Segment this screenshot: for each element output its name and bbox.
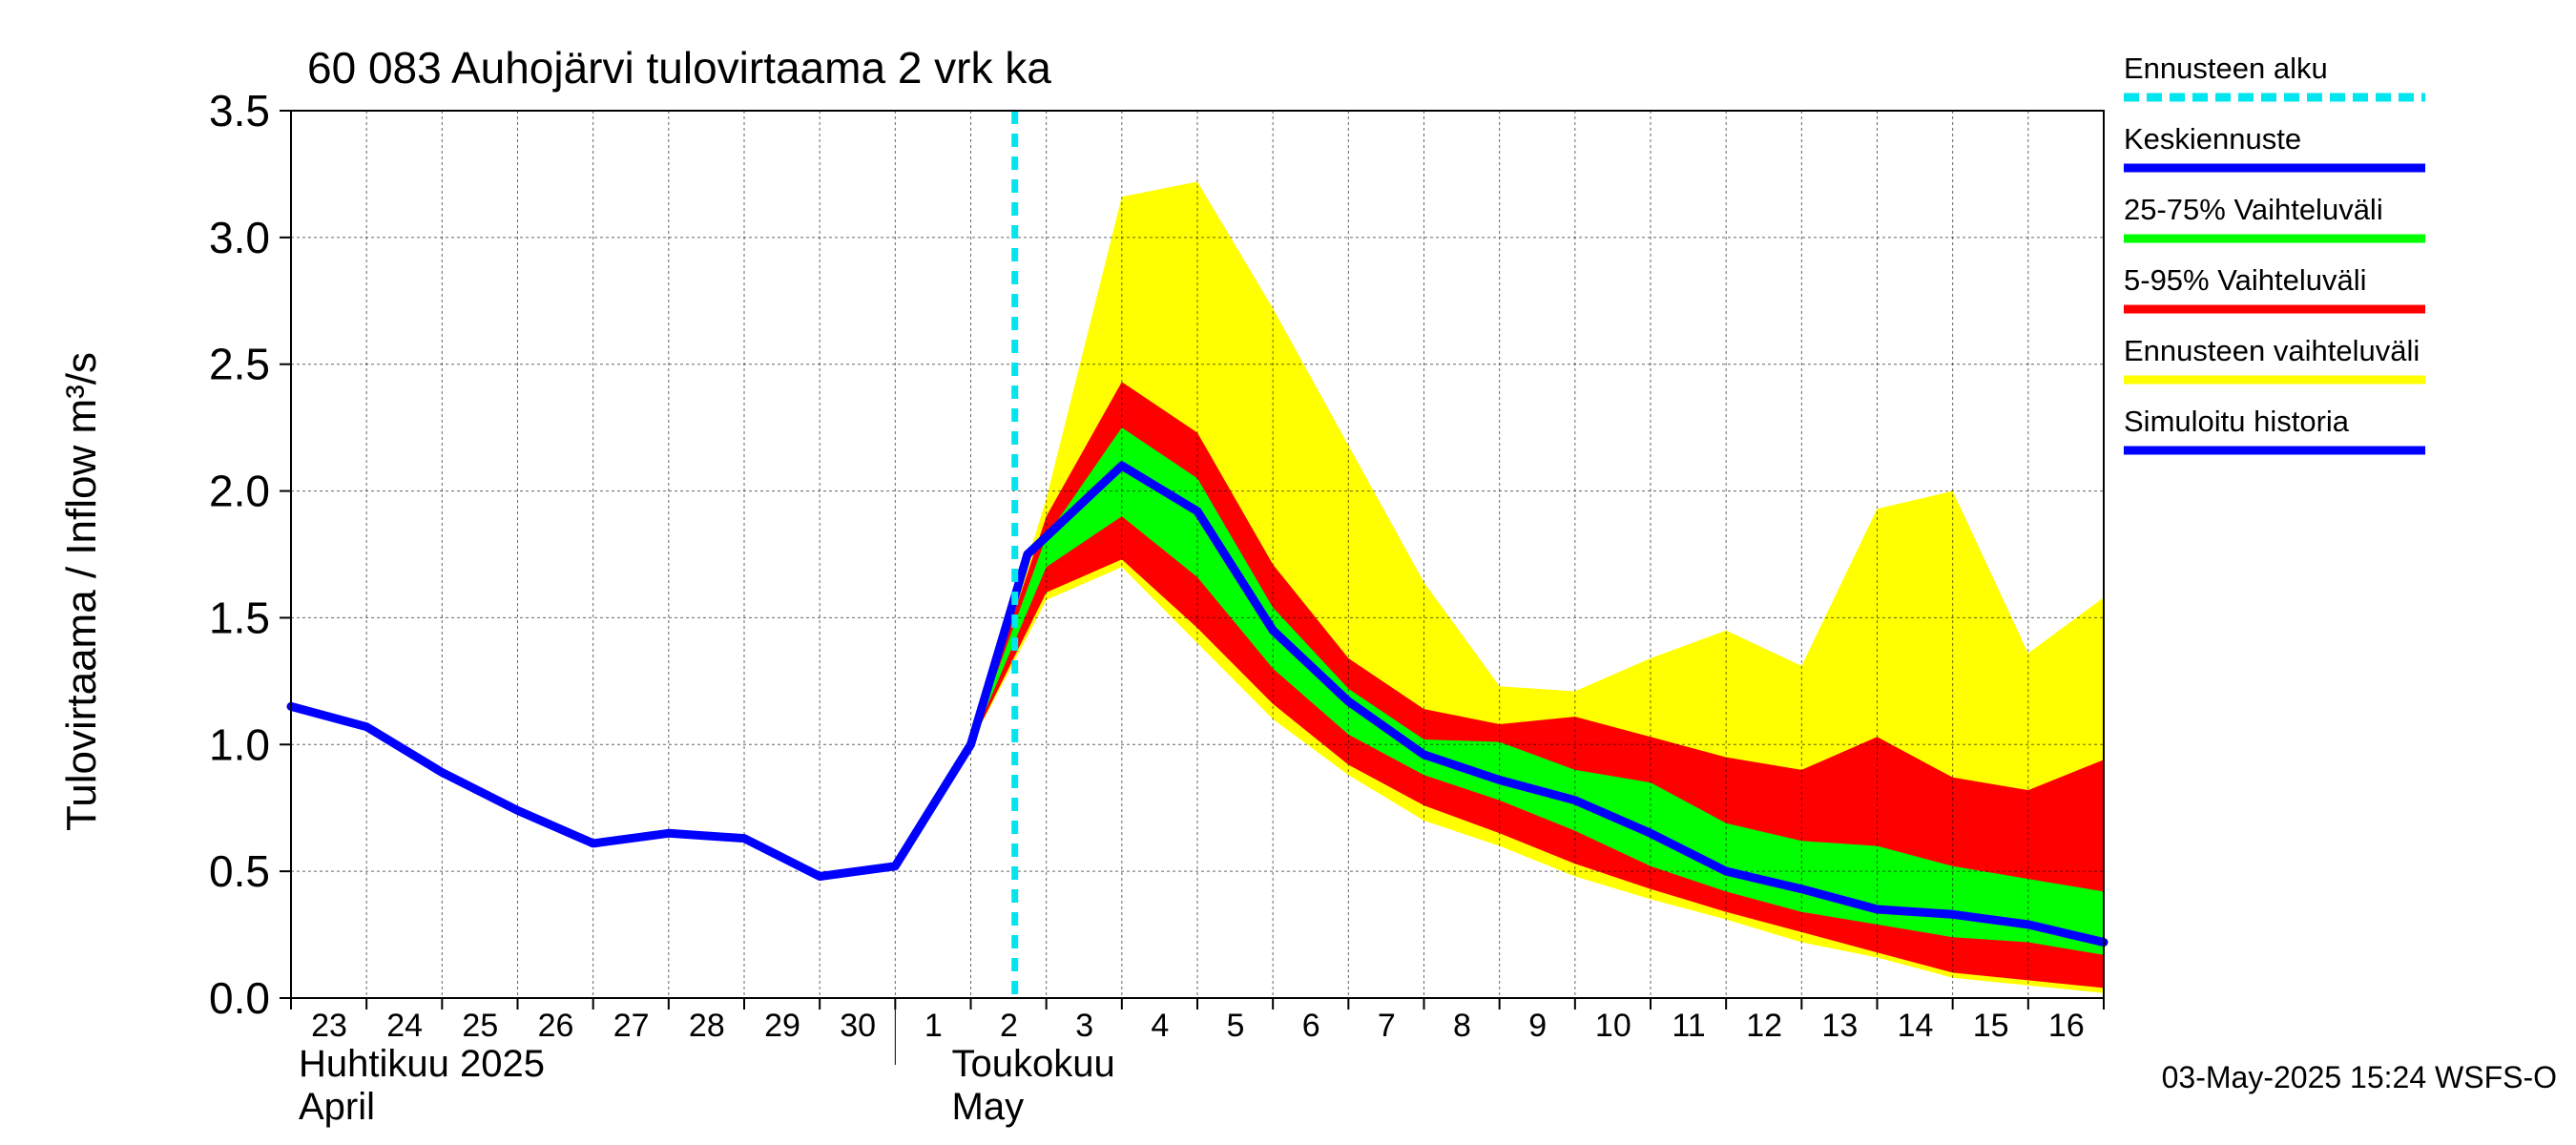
x-tick-label: 5 bbox=[1227, 1008, 1245, 1044]
legend-label: Simuloitu historia bbox=[2124, 405, 2350, 438]
x-tick-label: 6 bbox=[1302, 1008, 1320, 1044]
series-line-0 bbox=[286, 550, 1032, 881]
x-tick-label: 30 bbox=[840, 1008, 876, 1044]
legend-label: 25-75% Vaihteluväli bbox=[2124, 193, 2383, 226]
x-tick-label: 24 bbox=[386, 1008, 423, 1044]
forecast-bands bbox=[970, 181, 2104, 993]
x-tick-label: 16 bbox=[2048, 1008, 2085, 1044]
legend-label: Keskiennuste bbox=[2124, 122, 2301, 156]
legend-label: Ennusteen alku bbox=[2124, 52, 2328, 85]
x-tick-label: 8 bbox=[1453, 1008, 1471, 1044]
legend-label: Ennusteen vaihteluväli bbox=[2124, 334, 2420, 367]
x-tick-label: 12 bbox=[1746, 1008, 1782, 1044]
x-tick-label: 7 bbox=[1378, 1008, 1396, 1044]
x-tick-label: 27 bbox=[613, 1008, 650, 1044]
series-lines bbox=[286, 111, 2109, 998]
x-tick-label: 11 bbox=[1672, 1008, 1705, 1044]
x-tick-label: 29 bbox=[764, 1008, 800, 1044]
y-tick-label: 1.5 bbox=[209, 593, 270, 642]
legend: Ennusteen alku Keskiennuste 25-75% Vaihtel… bbox=[2124, 52, 2425, 455]
y-axis: 0.0 0.5 1.0 1.5 2.0 2.5 3.0 3.5 bbox=[209, 86, 291, 1023]
y-tick-label: 2.0 bbox=[209, 467, 270, 516]
x-tick-label: 26 bbox=[538, 1008, 574, 1044]
y-tick-label: 0.0 bbox=[209, 973, 270, 1023]
month-label-line2: May bbox=[952, 1086, 1025, 1128]
y-tick-label: 1.0 bbox=[209, 719, 270, 769]
series-line-1 bbox=[1023, 461, 2109, 947]
month-label-line2: April bbox=[299, 1086, 375, 1128]
month-label-line1: Toukokuu bbox=[952, 1043, 1115, 1085]
y-tick-label: 2.5 bbox=[209, 340, 270, 389]
chart-title: 60 083 Auhojärvi tulovirtaama 2 vrk ka bbox=[307, 43, 1051, 93]
x-tick-label: 28 bbox=[689, 1008, 725, 1044]
legend-label: 5-95% Vaihteluväli bbox=[2124, 263, 2366, 297]
y-tick-label: 0.5 bbox=[209, 846, 270, 896]
x-tick-label: 14 bbox=[1898, 1008, 1934, 1044]
grid bbox=[291, 111, 2104, 998]
month-label-line1: Huhtikuu 2025 bbox=[299, 1043, 545, 1085]
band-1 bbox=[970, 382, 2104, 989]
x-tick-label: 2 bbox=[1000, 1008, 1018, 1044]
x-tick-label: 13 bbox=[1821, 1008, 1858, 1044]
band-2 bbox=[970, 427, 2104, 955]
x-tick-label: 9 bbox=[1528, 1008, 1547, 1044]
x-axis: 23 24 25 26 27 28 29 30 1 2 3 4 5 6 7 8 9 10 11 12 13 14 15 16 bbox=[290, 998, 2105, 1065]
y-tick-label: 3.0 bbox=[209, 213, 270, 262]
timestamp: 03-May-2025 15:24 WSFS-O bbox=[2162, 1060, 2557, 1094]
x-tick-label: 1 bbox=[924, 1008, 943, 1044]
x-tick-label: 10 bbox=[1595, 1008, 1631, 1044]
x-tick-label: 3 bbox=[1075, 1008, 1093, 1044]
y-tick-label: 3.5 bbox=[209, 86, 270, 135]
y-axis-label: Tulovirtaama / Inflow m³/s bbox=[58, 352, 105, 831]
x-tick-label: 23 bbox=[311, 1008, 347, 1044]
x-tick-label: 4 bbox=[1151, 1008, 1169, 1044]
x-tick-label: 15 bbox=[1973, 1008, 2009, 1044]
x-tick-label: 25 bbox=[462, 1008, 498, 1044]
